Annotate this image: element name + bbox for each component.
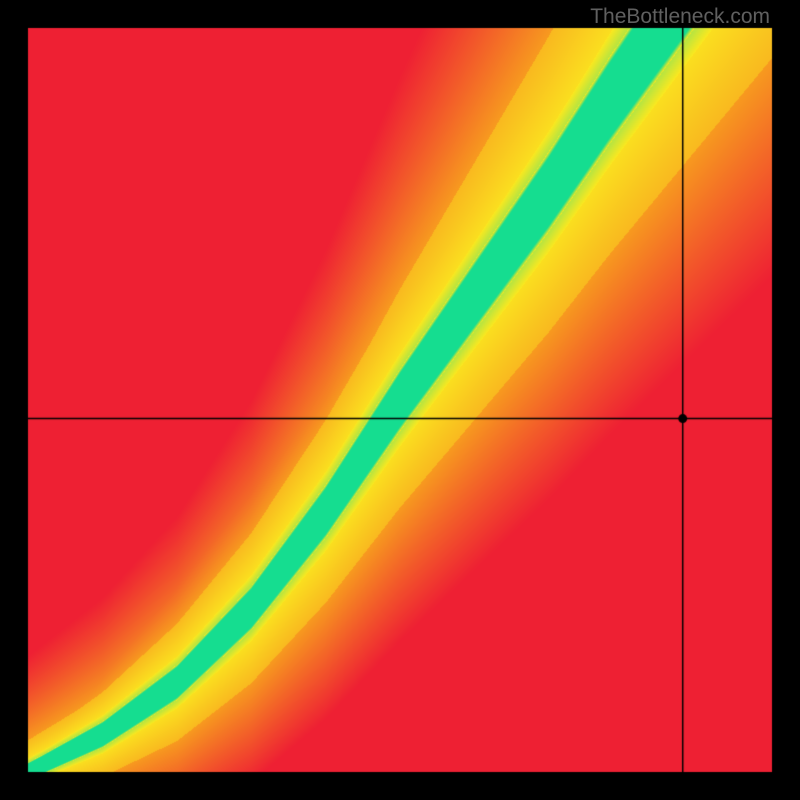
chart-container: TheBottleneck.com xyxy=(0,0,800,800)
bottleneck-heatmap xyxy=(0,0,800,800)
attribution-text: TheBottleneck.com xyxy=(590,5,770,29)
